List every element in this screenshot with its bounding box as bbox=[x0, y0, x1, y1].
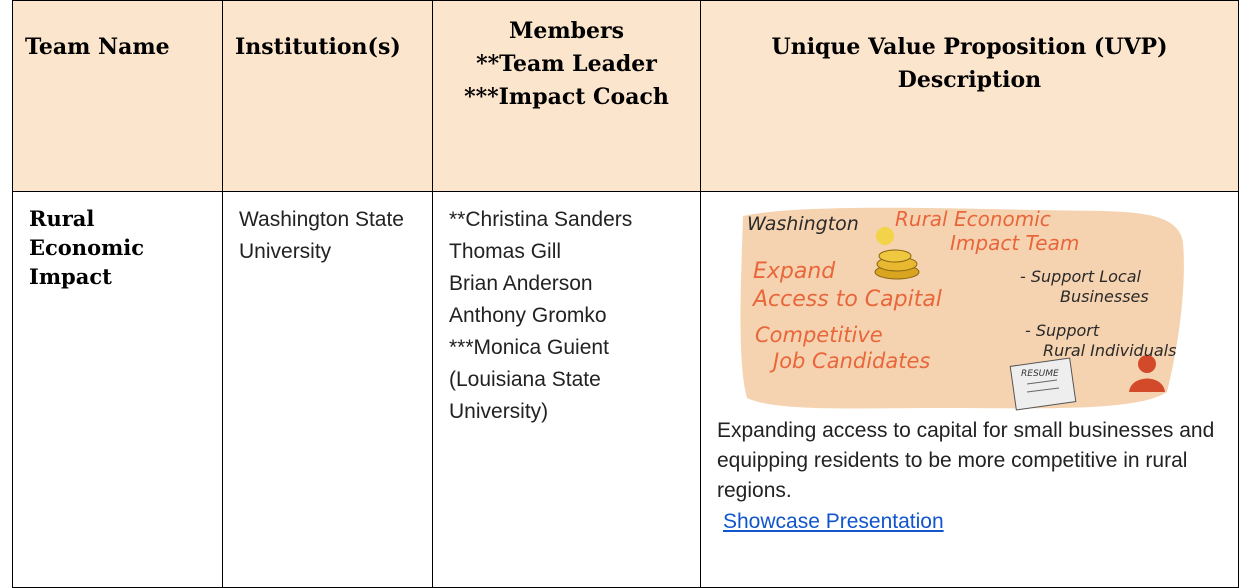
member: Anthony Gromko bbox=[449, 304, 607, 327]
uvp-cell: Washington Rural Economic Impact Team Expan… bbox=[700, 191, 1239, 588]
image-label: - Support Local bbox=[1020, 267, 1142, 286]
image-label: - Support bbox=[1025, 321, 1100, 340]
header-text: Institution(s) bbox=[235, 34, 401, 60]
page: Team Name Institution(s) Members **Team … bbox=[12, 0, 1239, 588]
header-cell: Team Name bbox=[12, 0, 223, 192]
header-row: Team Name Institution(s) Members **Team … bbox=[12, 0, 1239, 192]
member: Brian Anderson bbox=[449, 272, 593, 295]
team-table: Team Name Institution(s) Members **Team … bbox=[12, 0, 1239, 588]
header-text: Members bbox=[509, 18, 624, 44]
institution: Washington State University bbox=[239, 208, 404, 263]
image-label: Rural Individuals bbox=[1043, 341, 1176, 360]
image-label: Access to Capital bbox=[751, 287, 942, 312]
body-row: Rural Economic Impact Washington State U… bbox=[12, 191, 1239, 588]
person-icon bbox=[1129, 355, 1165, 392]
member: ***Monica Guient bbox=[449, 336, 609, 359]
image-label: Expand bbox=[753, 259, 836, 284]
image-label: Impact Team bbox=[950, 231, 1079, 255]
team-name: Rural Economic Impact bbox=[29, 206, 145, 289]
team-cell: Rural Economic Impact bbox=[12, 191, 223, 588]
image-label: Rural Economic bbox=[895, 207, 1051, 231]
institution-cell: Washington State University bbox=[222, 191, 433, 588]
member: Thomas Gill bbox=[449, 240, 562, 263]
showcase-link[interactable]: Showcase Presentation bbox=[723, 510, 944, 533]
coins bbox=[874, 227, 920, 280]
image-label: Businesses bbox=[1060, 287, 1149, 306]
header-cell: Institution(s) bbox=[222, 0, 433, 192]
member: (Louisiana State University) bbox=[449, 368, 601, 423]
header-cell: Members **Team Leader ***Impact Coach bbox=[432, 0, 701, 192]
uvp-description: Expanding access to capital for small bu… bbox=[717, 419, 1215, 502]
image-label: Competitive bbox=[755, 323, 883, 347]
resume-paper bbox=[1009, 357, 1077, 411]
header-note: ***Impact Coach bbox=[464, 84, 669, 110]
image-label: RESUME bbox=[1021, 369, 1059, 379]
members-cell: **Christina Sanders Thomas Gill Brian Ande… bbox=[432, 191, 701, 588]
member: **Christina Sanders bbox=[449, 208, 633, 231]
header-text: Unique Value Proposition (UVP) Descripti… bbox=[771, 34, 1168, 93]
image-background bbox=[740, 207, 1184, 409]
header-cell: Unique Value Proposition (UVP) Descripti… bbox=[700, 0, 1239, 192]
image-label: Washington bbox=[747, 213, 859, 235]
header-note: **Team Leader bbox=[476, 51, 657, 77]
image-label: Job Candidates bbox=[769, 349, 930, 373]
header-text: Team Name bbox=[25, 34, 170, 60]
